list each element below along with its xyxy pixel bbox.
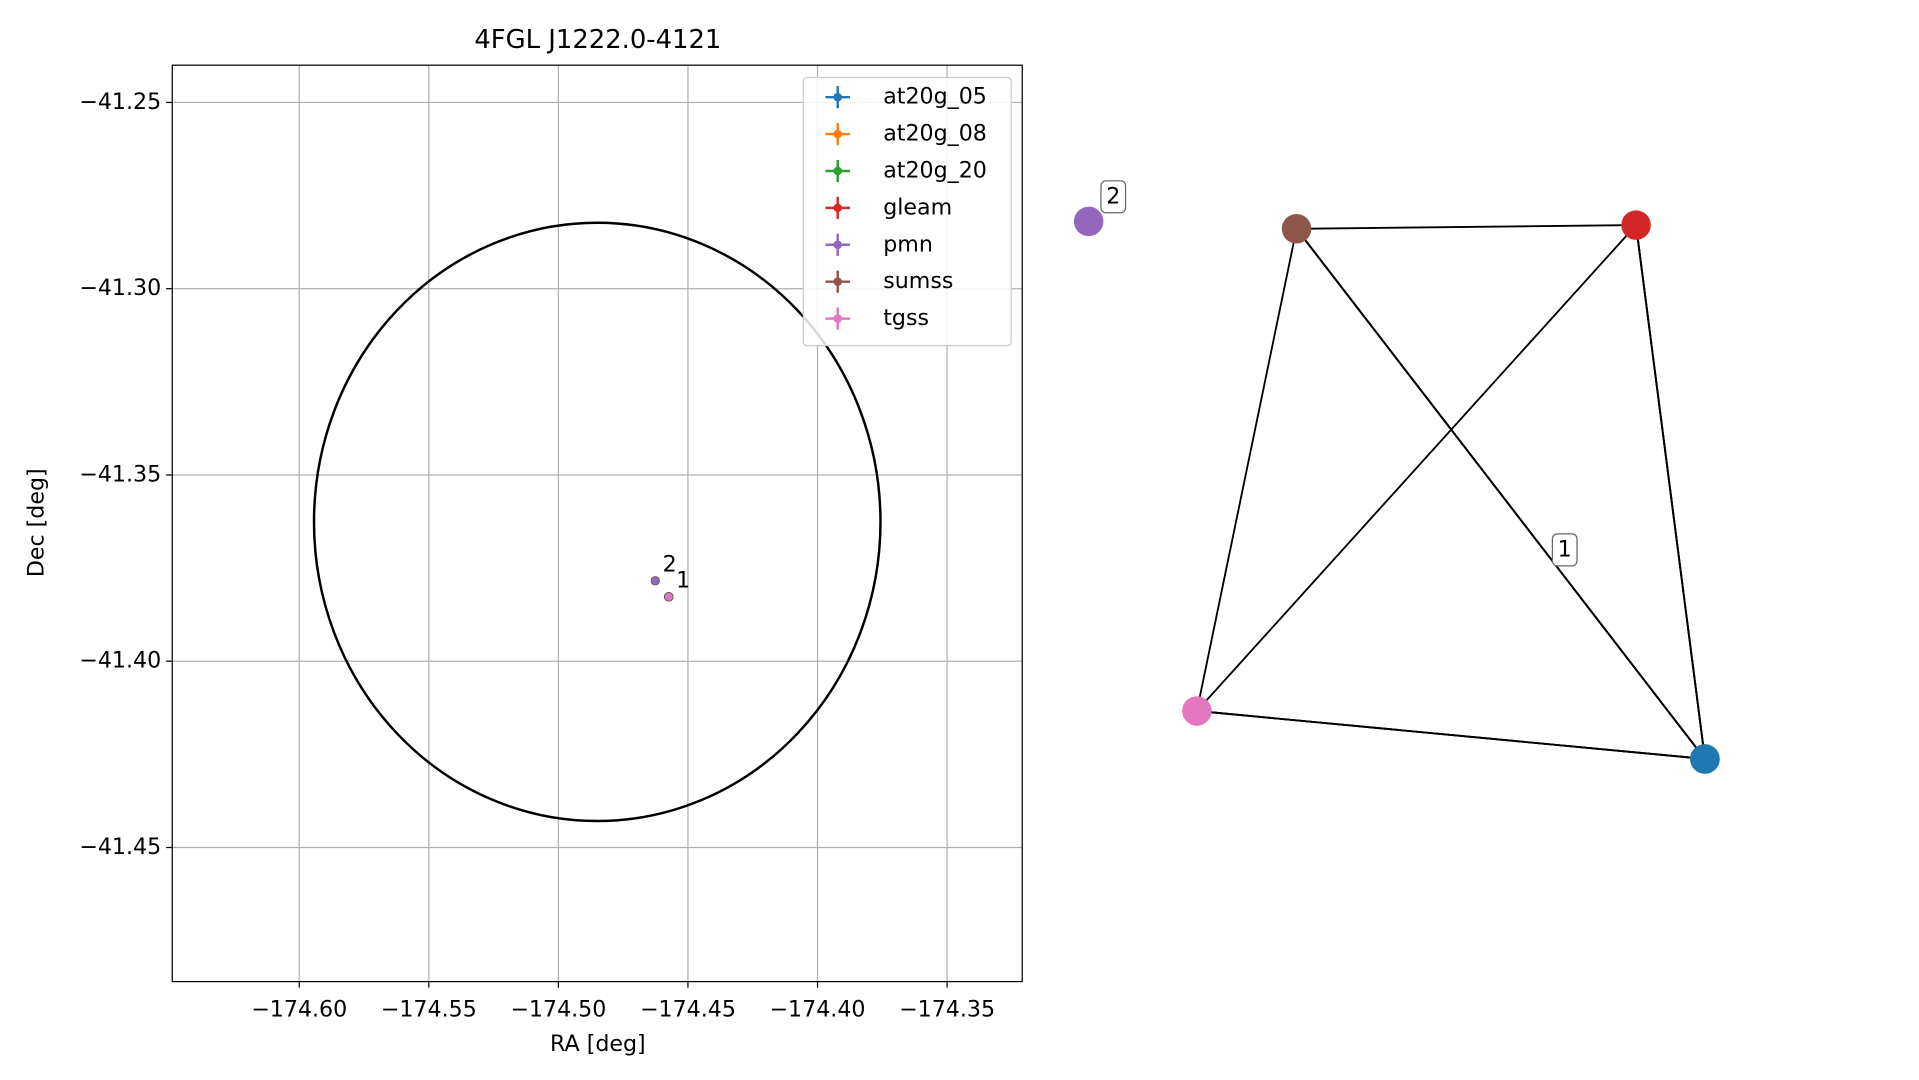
y-tick-label: −41.35 — [79, 461, 161, 487]
y-tick-label: −41.25 — [79, 89, 161, 115]
legend-label: at20g_20 — [883, 157, 987, 183]
graph-edge — [1295, 228, 1706, 760]
y-axis-label: Dec [deg] — [23, 468, 49, 577]
graph-node — [1690, 744, 1720, 774]
graph-node — [1281, 214, 1312, 244]
legend-label: gleam — [883, 194, 952, 220]
localization-region — [312, 221, 882, 823]
legend-label: at20g_05 — [883, 84, 987, 110]
graph-node — [1621, 210, 1651, 240]
legend-marker — [833, 129, 843, 139]
y-tick-label: −41.40 — [79, 648, 161, 674]
x-axis-label: RA [deg] — [550, 1031, 646, 1057]
legend-label: tgss — [883, 305, 929, 331]
graph-edge — [1296, 224, 1637, 230]
graph-edge — [1195, 228, 1298, 712]
legend-marker — [833, 314, 843, 323]
graph-edge — [1635, 224, 1706, 760]
y-tick-label: −41.45 — [79, 834, 161, 860]
legend-marker — [833, 203, 843, 213]
x-tick-label: −174.40 — [770, 996, 866, 1022]
legend-box — [802, 76, 1012, 347]
x-tick-label: −174.60 — [251, 996, 347, 1022]
axes-frame — [171, 64, 1023, 983]
graph-node — [1182, 696, 1212, 726]
legend-marker — [833, 240, 843, 250]
x-tick-label: −174.45 — [640, 996, 736, 1022]
legend-marker — [833, 92, 843, 102]
chart-title: 4FGL J1222.0-4121 — [474, 25, 721, 55]
group-label-box — [1100, 180, 1127, 214]
legend-marker — [833, 277, 843, 286]
group-label-box — [1551, 533, 1578, 567]
x-tick-label: −174.55 — [381, 996, 477, 1022]
graph-node — [1073, 206, 1104, 237]
graph-group-label: 1 — [1558, 536, 1572, 562]
source-point — [664, 592, 674, 602]
legend-label: sumss — [883, 268, 953, 294]
group-label: 1 — [676, 567, 690, 593]
graph-edge — [1196, 224, 1637, 712]
x-tick-label: −174.50 — [510, 996, 606, 1022]
legend-label: pmn — [883, 231, 933, 257]
legend-label: at20g_08 — [883, 121, 987, 147]
graph-edge — [1196, 710, 1706, 760]
legend-marker — [833, 166, 843, 176]
group-label: 2 — [663, 551, 677, 577]
x-tick-label: −174.35 — [899, 996, 995, 1022]
y-tick-label: −41.30 — [79, 275, 161, 301]
source-point — [650, 576, 660, 586]
graph-group-label: 2 — [1106, 183, 1120, 209]
